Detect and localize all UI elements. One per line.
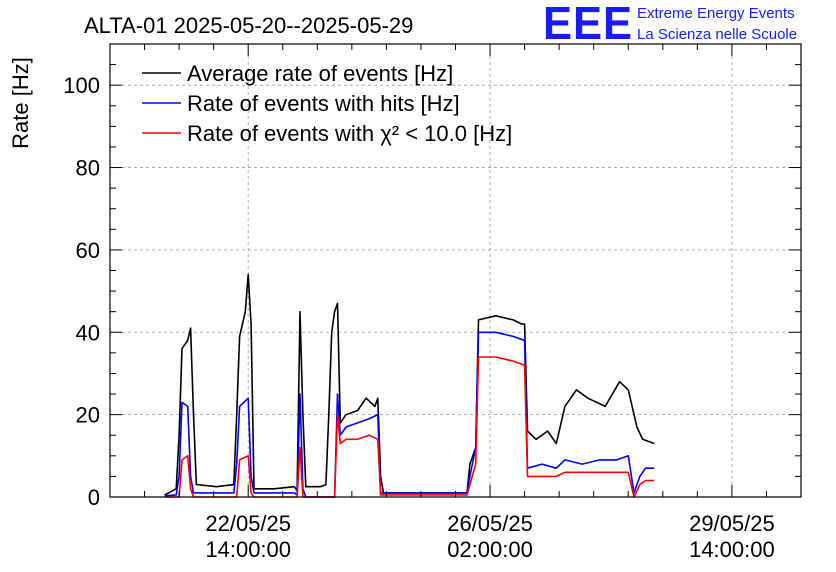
legend-label-chi2: Rate of events with χ² < 10.0 [Hz]	[187, 121, 512, 146]
legend-label-average: Average rate of events [Hz]	[187, 61, 453, 86]
legend-label-hits: Rate of events with hits [Hz]	[187, 91, 460, 116]
y-tick-label: 0	[88, 485, 100, 510]
x-tick-time: 14:00:00	[205, 537, 291, 562]
series-layer	[164, 273, 655, 498]
x-tick-date: 22/05/25	[205, 511, 291, 536]
y-axis-label: Rate [Hz]	[8, 57, 33, 149]
series-line-hits	[164, 331, 655, 498]
series-line-chi2	[164, 356, 655, 498]
y-tick-label: 60	[76, 238, 100, 263]
series-line-average	[164, 273, 655, 496]
x-tick-labels: 22/05/2514:00:0026/05/2502:00:0029/05/25…	[205, 511, 774, 562]
chart-title: ALTA-01 2025-05-20--2025-05-29	[84, 13, 413, 38]
grid-lines	[110, 44, 801, 497]
y-tick-label: 40	[76, 320, 100, 345]
x-tick-date: 26/05/25	[447, 511, 533, 536]
x-tick-date: 29/05/25	[689, 511, 775, 536]
y-tick-label: 100	[63, 73, 100, 98]
brand-line-2: La Scienza nelle Scuole	[637, 26, 797, 43]
y-tick-label: 20	[76, 403, 100, 428]
y-tick-label: 80	[76, 156, 100, 181]
eee-logo: EEE	[543, 0, 633, 49]
brand-line-1: Extreme Energy Events	[637, 5, 795, 22]
axis-ticks	[110, 44, 802, 498]
y-tick-labels: 0 20 40 60 80 100	[63, 73, 100, 510]
x-tick-time: 02:00:00	[447, 537, 533, 562]
x-tick-time: 14:00:00	[689, 537, 775, 562]
legend: Average rate of events [Hz] Rate of even…	[142, 61, 512, 146]
